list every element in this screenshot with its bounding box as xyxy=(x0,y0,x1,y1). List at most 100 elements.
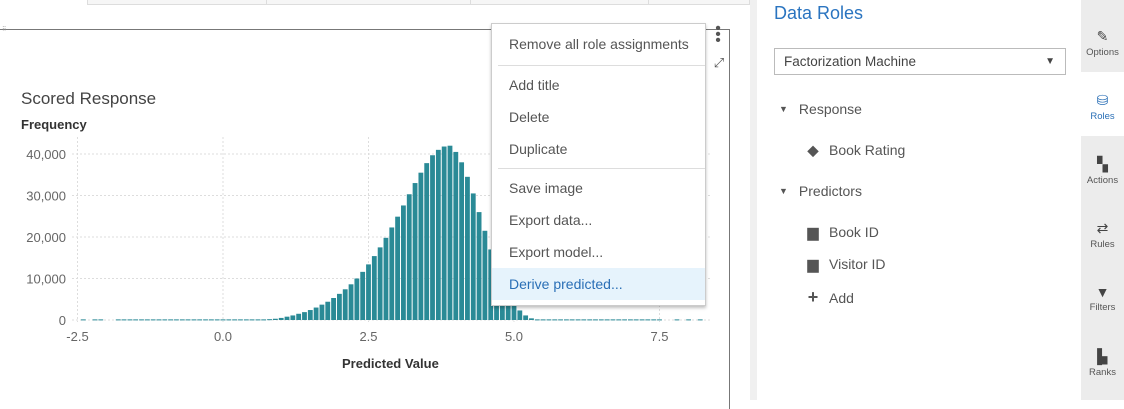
more-options-icon[interactable]: • • • xyxy=(715,20,721,49)
right-toolbar: ✎ Options ⛁ Roles ▚ Actions ⇄ Rules ▼ Filters… xyxy=(1081,0,1124,400)
menu-item-duplicate[interactable]: Duplicate xyxy=(509,141,568,157)
menu-item-delete[interactable]: Delete xyxy=(509,109,550,125)
chart-title: Scored Response xyxy=(21,89,157,108)
model-select[interactable]: Factorization Machine ▼ xyxy=(774,48,1066,75)
histogram-bar xyxy=(331,298,336,320)
role-item-label: Visitor ID xyxy=(829,256,886,272)
panel-splitter[interactable] xyxy=(750,0,757,400)
histogram-bar xyxy=(133,319,139,321)
histogram-bar xyxy=(610,319,616,321)
rules-icon: ⇄ xyxy=(1096,220,1109,236)
histogram-bar xyxy=(336,293,342,320)
pane-title: Data Roles xyxy=(774,3,864,23)
histogram-bar xyxy=(174,319,179,321)
histogram-bar xyxy=(267,319,272,321)
chevron-down-icon: ▼ xyxy=(1045,56,1055,67)
histogram-bar xyxy=(203,319,208,321)
histogram-bar xyxy=(348,284,354,320)
toolbar-label: Rules xyxy=(1090,239,1115,250)
role-item-visitor-id[interactable]: ▆ Visitor ID xyxy=(805,256,886,273)
histogram-bar xyxy=(430,155,435,320)
histogram-bar xyxy=(98,319,104,321)
role-item-book-rating[interactable]: ◆ Book Rating xyxy=(805,142,906,159)
toolbar-options[interactable]: ✎ Options xyxy=(1081,8,1124,72)
histogram-bar xyxy=(121,319,127,321)
histogram-bar xyxy=(552,319,558,321)
histogram-bar xyxy=(418,172,424,320)
funnel-icon: ▼ xyxy=(1095,284,1110,300)
category-icon: ▆ xyxy=(807,224,819,240)
histogram-bar xyxy=(214,319,220,321)
histogram-bar xyxy=(540,319,546,321)
role-item-book-id[interactable]: ▆ Book ID xyxy=(805,224,879,241)
maximize-icon[interactable]: ⤢ xyxy=(713,55,725,70)
histogram-bar xyxy=(645,319,651,321)
model-select-value: Factorization Machine xyxy=(784,54,917,69)
histogram-bar xyxy=(569,319,575,321)
histogram-bar xyxy=(465,176,470,320)
histogram-bar xyxy=(406,194,412,320)
histogram-bar xyxy=(616,319,622,321)
menu-item-save-image[interactable]: Save image xyxy=(509,180,583,196)
y-tick-label: 20,000 xyxy=(26,230,66,245)
category-icon: ▆ xyxy=(807,256,819,272)
histogram-bar xyxy=(325,301,331,320)
menu-item-derive-predicted[interactable]: Derive predicted... xyxy=(492,268,705,300)
histogram-bar xyxy=(697,319,703,321)
histogram-bar xyxy=(534,319,540,321)
histogram-bar xyxy=(191,319,197,321)
predictors-section-toggle[interactable]: ▼ Predictors xyxy=(779,183,862,199)
histogram-bar xyxy=(470,193,476,320)
menu-item-export-data[interactable]: Export data... xyxy=(509,212,593,228)
menu-item-remove-roles[interactable]: Remove all role assignments xyxy=(509,36,689,52)
histogram-bar xyxy=(80,319,86,321)
histogram-bar xyxy=(412,183,418,320)
histogram-bar xyxy=(296,313,302,320)
histogram-bar xyxy=(162,319,168,321)
histogram-bar xyxy=(389,227,395,320)
toolbar-label: Actions xyxy=(1086,175,1119,186)
histogram-bar xyxy=(459,162,465,320)
histogram-bar xyxy=(307,310,313,320)
histogram-bar xyxy=(243,319,249,321)
drag-grip-icon[interactable]: ⠿ xyxy=(2,27,7,33)
add-predictor-button[interactable]: + Add xyxy=(805,287,854,308)
menu-item-export-model[interactable]: Export model... xyxy=(509,244,604,260)
toolbar-ranks[interactable]: ▐▖ Ranks xyxy=(1081,328,1124,392)
histogram-bar xyxy=(453,151,459,320)
role-item-label: Book ID xyxy=(829,224,879,240)
toolbar-roles[interactable]: ⛁ Roles xyxy=(1081,72,1124,136)
histogram-bar xyxy=(144,319,150,321)
measure-ruler-icon: ◆ xyxy=(807,142,819,158)
y-tick-label: 0 xyxy=(59,313,66,328)
toolbar-label: Options xyxy=(1086,47,1119,58)
histogram-bar xyxy=(371,256,377,320)
x-tick-label: 5.0 xyxy=(505,329,523,344)
histogram-bar xyxy=(395,216,401,320)
menu-item-add-title[interactable]: Add title xyxy=(509,77,560,93)
histogram-bar xyxy=(627,319,633,321)
x-axis-label: Predicted Value xyxy=(342,356,439,371)
histogram-bar xyxy=(127,319,133,321)
histogram-bar xyxy=(139,319,144,321)
histogram-bar xyxy=(523,315,529,320)
histogram-bar xyxy=(604,319,610,321)
histogram-bar xyxy=(366,264,371,320)
histogram-bar xyxy=(686,319,692,321)
histogram-bar xyxy=(563,319,569,321)
histogram-bar xyxy=(249,319,255,321)
histogram-bar xyxy=(435,149,441,320)
response-section-toggle[interactable]: ▼ Response xyxy=(779,101,862,117)
collapse-triangle-icon: ▼ xyxy=(779,186,788,196)
toolbar-actions[interactable]: ▚ Actions xyxy=(1081,136,1124,200)
context-menu: Remove all role assignments Add title De… xyxy=(491,23,706,306)
toolbar-filters[interactable]: ▼ Filters xyxy=(1081,264,1124,328)
histogram-bar xyxy=(651,319,657,321)
histogram-bar xyxy=(401,205,406,320)
histogram-bar xyxy=(255,319,261,321)
histogram-bar xyxy=(383,237,389,320)
collapse-triangle-icon: ▼ xyxy=(779,104,788,114)
toolbar-rules[interactable]: ⇄ Rules xyxy=(1081,200,1124,264)
histogram-bar xyxy=(238,319,243,321)
histogram-bar xyxy=(354,278,360,320)
